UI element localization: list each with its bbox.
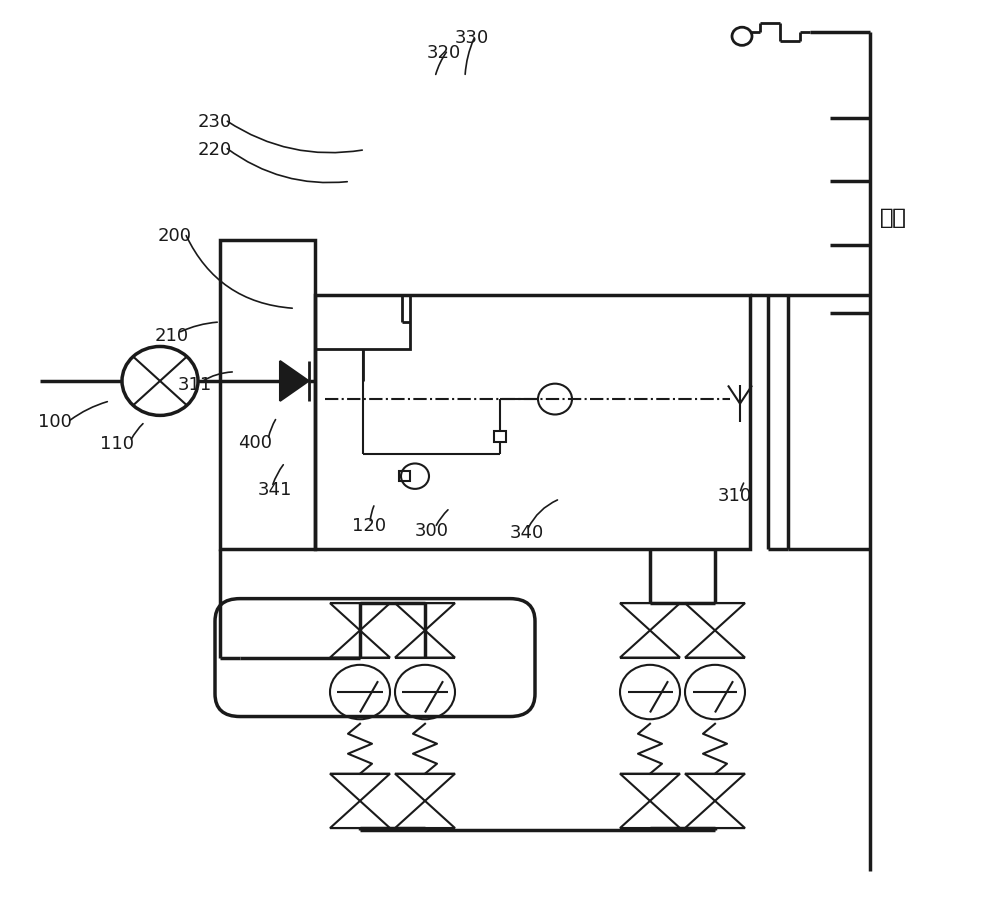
Text: 用户: 用户 bbox=[880, 208, 907, 228]
Bar bbox=[315, 295, 410, 349]
Bar bbox=[220, 240, 315, 549]
Bar bbox=[494, 431, 506, 442]
Text: 100: 100 bbox=[38, 413, 72, 431]
Text: 210: 210 bbox=[155, 327, 189, 345]
Text: 340: 340 bbox=[510, 524, 544, 542]
Text: 330: 330 bbox=[455, 29, 489, 47]
Text: 220: 220 bbox=[198, 141, 232, 159]
Text: 320: 320 bbox=[427, 44, 461, 62]
Text: 120: 120 bbox=[352, 517, 386, 535]
Text: 230: 230 bbox=[198, 113, 232, 132]
Text: 311: 311 bbox=[178, 376, 212, 395]
Text: 200: 200 bbox=[158, 227, 192, 245]
Bar bbox=[315, 295, 750, 549]
Text: 341: 341 bbox=[258, 481, 292, 499]
Polygon shape bbox=[280, 361, 309, 401]
Bar bbox=[399, 472, 410, 481]
Text: 400: 400 bbox=[238, 434, 272, 452]
Text: 310: 310 bbox=[718, 487, 752, 505]
Text: 用户: 用户 bbox=[880, 208, 907, 228]
Text: 300: 300 bbox=[415, 522, 449, 540]
Text: 110: 110 bbox=[100, 435, 134, 454]
